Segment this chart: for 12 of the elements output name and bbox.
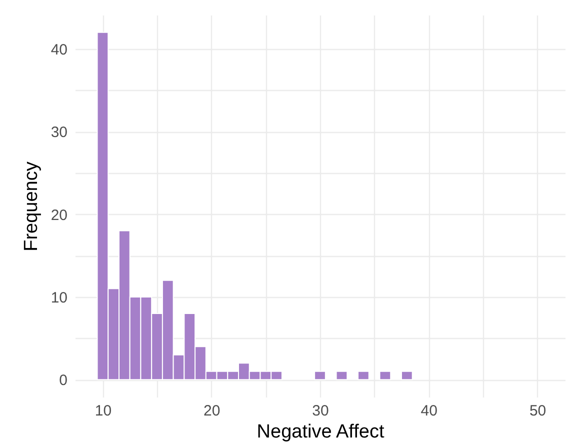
y-tick-label: 10 [50,289,68,306]
y-tick-label: 30 [50,124,68,142]
x-tick-label: 20 [204,402,220,420]
y-tick-label: 20 [50,206,68,224]
x-axis-title: Negative Affect [256,422,385,442]
x-tick-label: 10 [94,402,112,420]
x-tick-label: 30 [312,402,329,420]
x-tick-label: 50 [529,402,546,420]
y-tick-label: 40 [50,41,68,58]
y-axis-title: Frequency [20,161,42,252]
x-tick-label: 40 [420,402,438,420]
y-tick-label: 0 [59,372,68,390]
